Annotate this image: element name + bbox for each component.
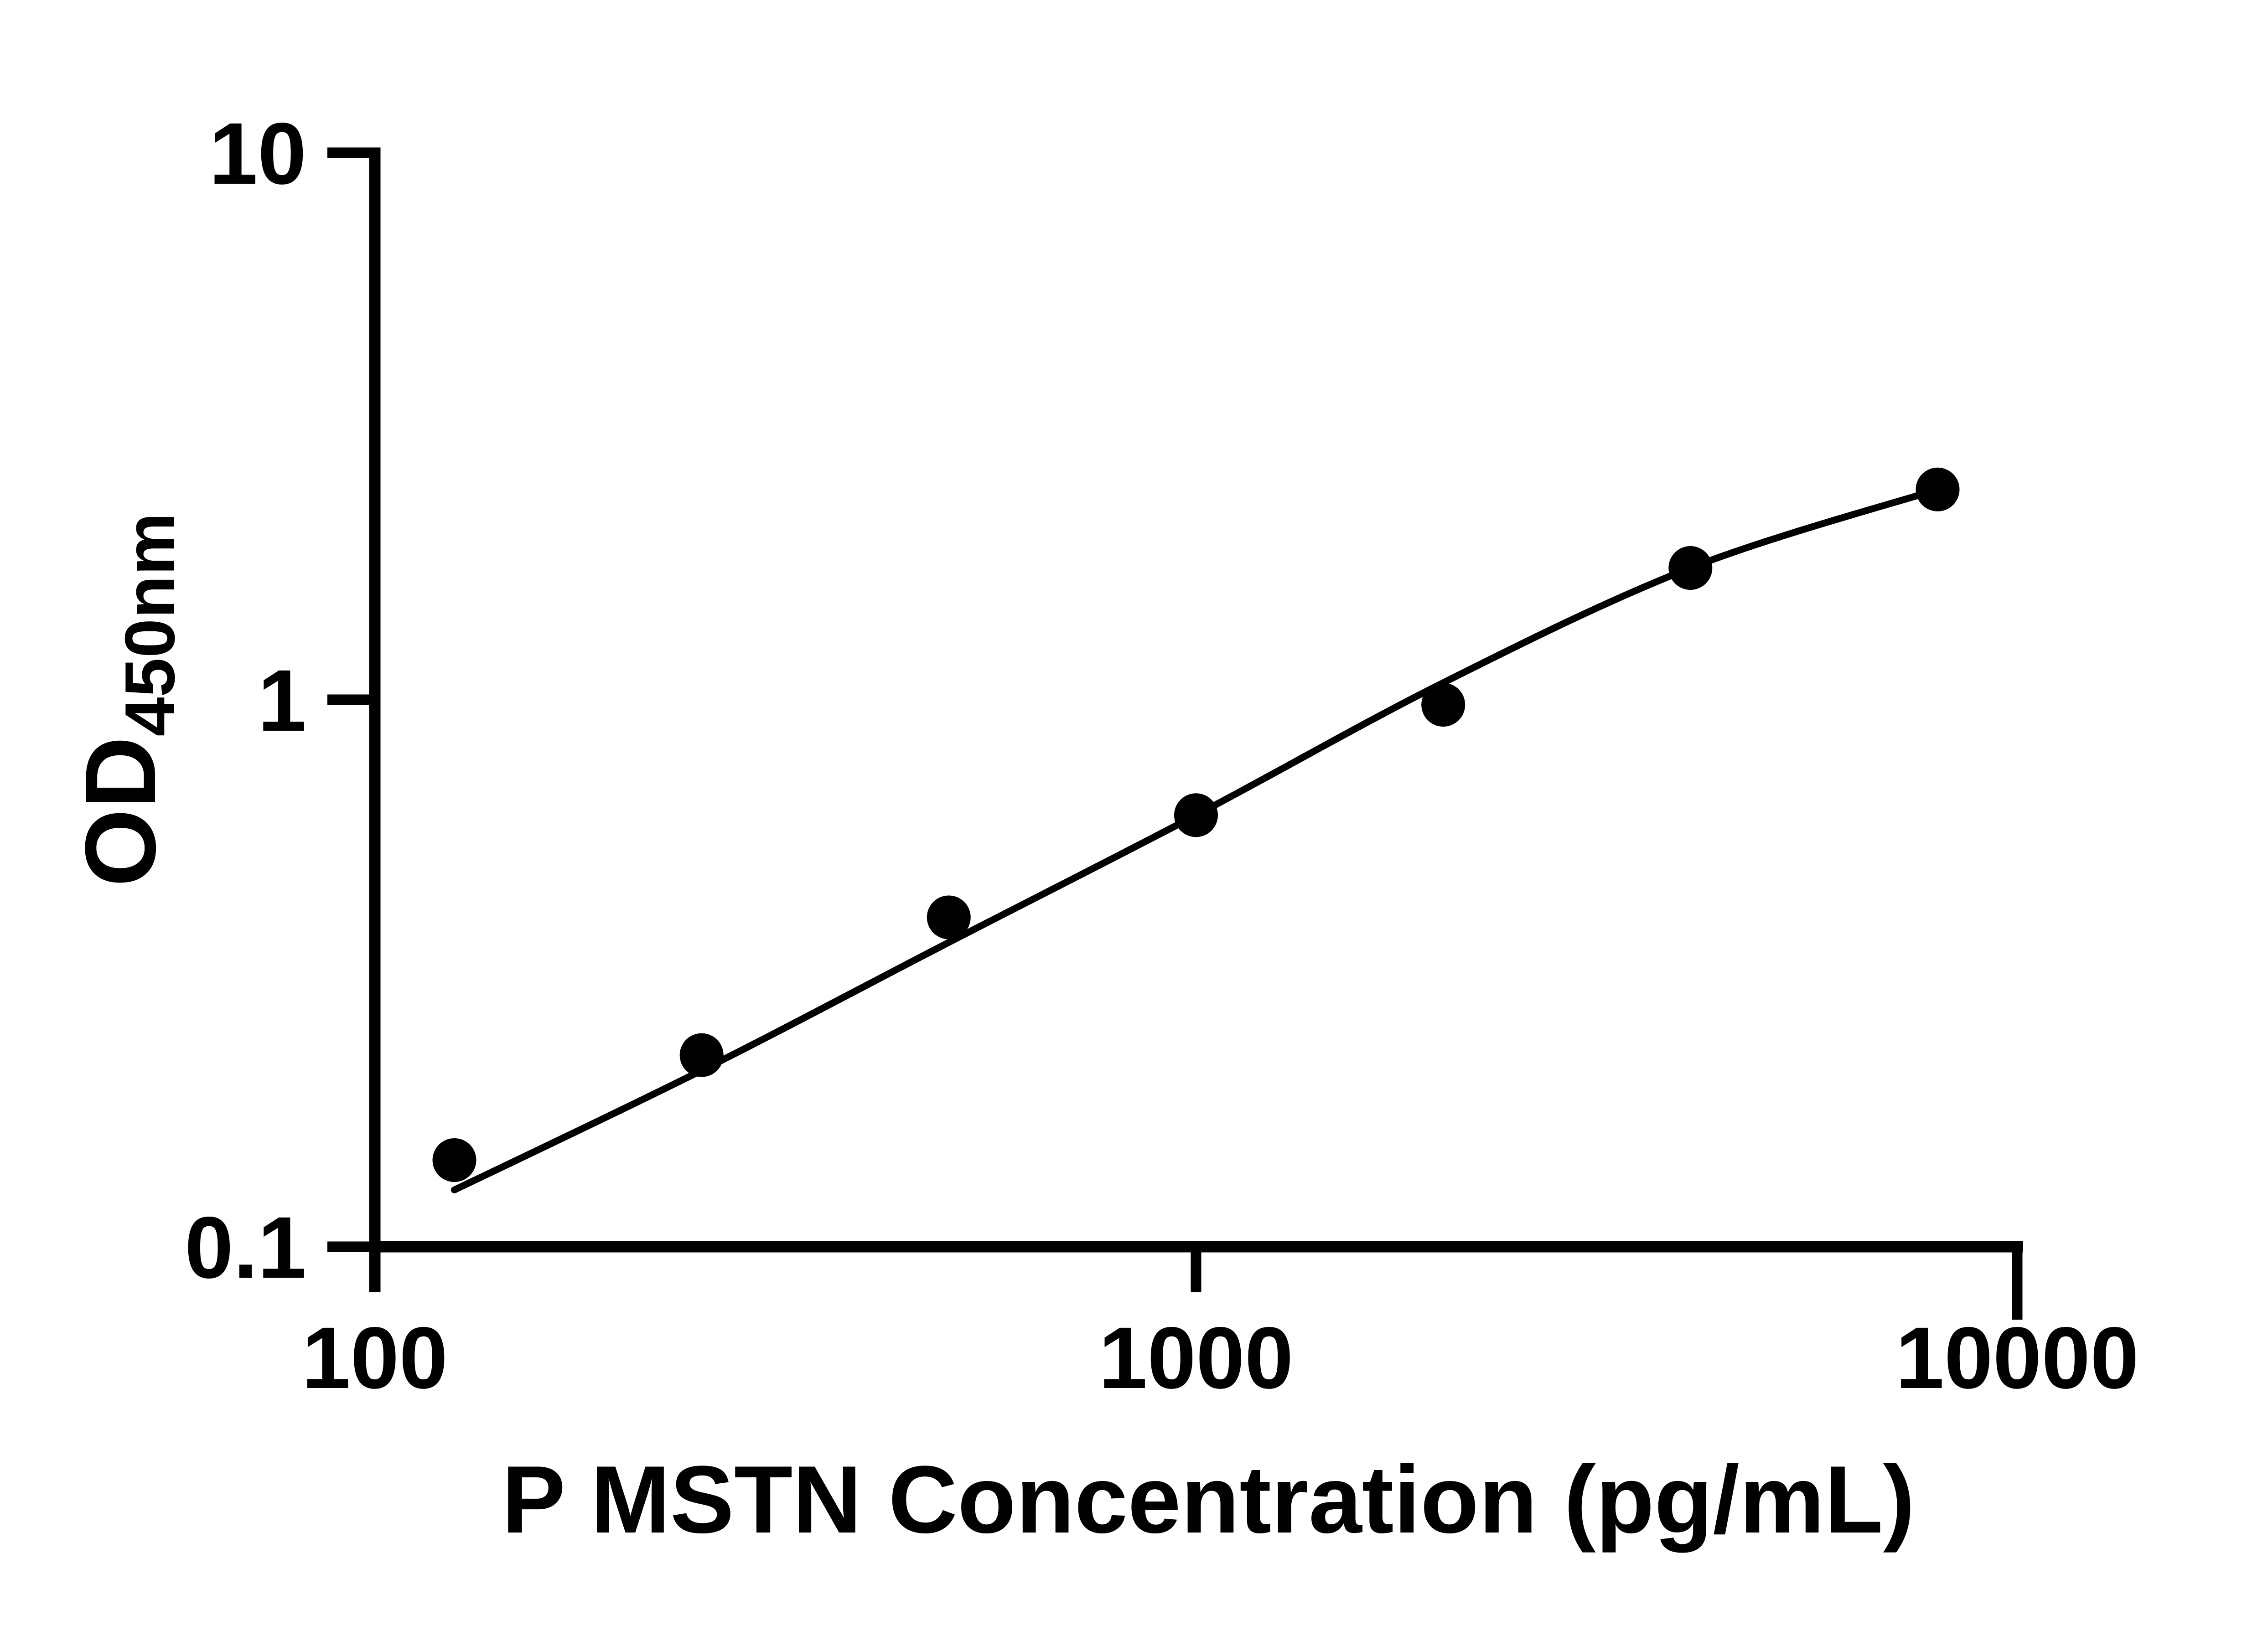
x-axis-title: P MSTN Concentration (pg/mL) [502,1446,1915,1553]
fitted-curve-line [451,486,1941,1193]
data-point-marker [1174,793,1218,837]
y-axis-title: OD450nm [64,512,189,887]
plot-area: 0.1 1 10 100 1000 10000 [185,104,2139,1407]
data-point-marker [1916,467,1960,511]
x-tick-label-10000: 10000 [1895,1309,2139,1407]
data-point-marker [927,895,971,939]
data-point-marker [679,1033,724,1077]
y-tick-label-10: 10 [209,104,306,202]
y-axis-title-main: OD [64,737,176,887]
x-tick-label-1000: 1000 [1098,1309,1293,1407]
y-tick-label-0.1: 0.1 [185,1198,306,1296]
y-axis-title-subscript: 450nm [110,512,189,736]
data-point-marker [1668,546,1713,590]
y-tick-label-1: 1 [258,651,306,749]
x-tick-label-100: 100 [302,1309,448,1407]
data-point-marker [432,1138,476,1182]
data-point-marker [1421,683,1465,727]
